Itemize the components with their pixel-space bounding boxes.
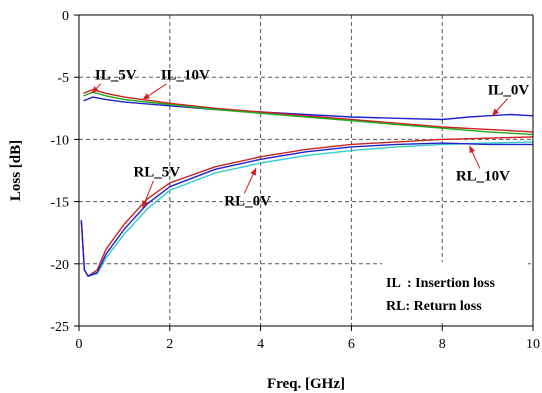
y-tick-label: -10 — [50, 133, 69, 148]
y-tick-label: -25 — [50, 320, 69, 335]
x-axis-label: Freq. [GHz] — [267, 376, 345, 392]
x-tick-label: 0 — [76, 337, 83, 352]
annotation-arrow-head — [91, 86, 99, 94]
annotation-label: RL_0V — [224, 193, 271, 209]
y-tick-label: -15 — [50, 196, 69, 211]
series-line-il-5v — [83, 88, 534, 133]
series-lines — [80, 88, 534, 277]
y-tick-label: -20 — [50, 258, 69, 273]
annotation-label: RL_10V — [456, 168, 510, 184]
series-line-rl-10v — [80, 142, 533, 277]
x-tick-label: 6 — [348, 337, 355, 352]
x-tick-label: 4 — [257, 337, 264, 352]
annotation-label: RL_5V — [133, 165, 180, 181]
annotation-arrow-head — [142, 93, 151, 100]
x-tick-label: 8 — [439, 337, 446, 352]
annotation-label: IL_10V — [161, 68, 210, 84]
series-line-rl-0v — [80, 141, 534, 277]
legend-box: IL : Insertion loss RL: Return loss — [382, 262, 528, 320]
annotation-label: IL_5V — [95, 68, 137, 84]
annotation-arrows — [91, 83, 508, 209]
x-tick-label: 2 — [166, 337, 173, 352]
x-tick-label: 10 — [526, 337, 540, 352]
series-line-rl-5v — [80, 136, 534, 277]
legend-entry: RL: Return loss — [386, 299, 482, 314]
legend-background — [382, 262, 528, 320]
annotation-arrow-head — [142, 200, 148, 208]
annotation-label: IL_0V — [488, 83, 530, 99]
series-line-il-10v — [83, 91, 534, 136]
annotation-arrow-head — [492, 108, 500, 116]
axis-ticks: 0 2 4 6 8 10 0 -5 -10 -15 -20 -25 — [50, 9, 540, 352]
annotation-arrow-head — [250, 168, 257, 176]
legend-entry: IL : Insertion loss — [386, 276, 495, 291]
plot-frame — [78, 14, 534, 327]
annotation-arrow-head — [469, 145, 476, 154]
y-axis-label: Loss [dB] — [8, 140, 24, 201]
annotations: IL_5V IL_10V IL_0V RL_5V RL_0V RL_10V — [95, 68, 530, 210]
y-tick-label: -5 — [57, 71, 69, 86]
series-line-il-0v — [83, 96, 534, 121]
y-tick-label: 0 — [62, 9, 69, 24]
